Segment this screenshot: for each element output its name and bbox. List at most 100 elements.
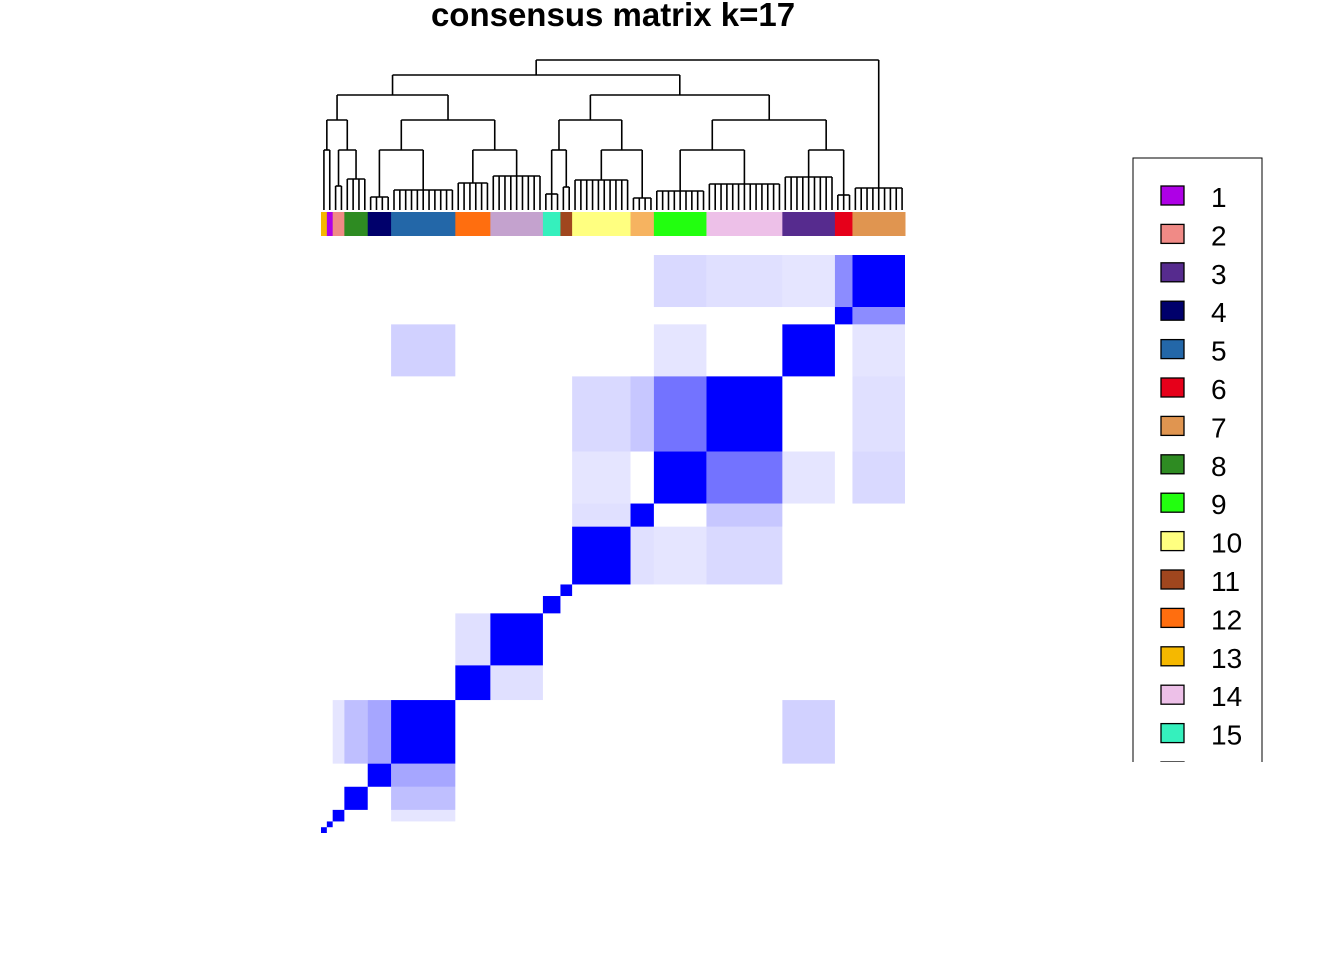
matrix-block-7-6: [852, 307, 905, 325]
annotation-cluster-17: [630, 212, 655, 236]
matrix-block-14-17: [706, 503, 783, 527]
matrix-block-2: [332, 809, 345, 822]
legend-swatch-7: [1160, 415, 1185, 437]
matrix-block-12-16: [455, 613, 491, 666]
matrix-block-17-10: [630, 526, 654, 585]
matrix-block-4: [367, 763, 392, 787]
legend-label-4: 4: [1211, 297, 1227, 328]
annotation-cluster-6: [834, 212, 853, 236]
legend-swatch-1: [1160, 185, 1185, 206]
matrix-block-17-14: [630, 376, 654, 452]
chart-title: consensus matrix k=17: [431, 0, 795, 33]
legend-label-10: 10: [1211, 528, 1242, 559]
legend-label-14: 14: [1211, 681, 1242, 712]
annotation-cluster-8: [344, 212, 369, 236]
legend-swatch-14: [1160, 684, 1185, 705]
matrix-block-17: [630, 503, 654, 527]
legend-label-11: 11: [1211, 566, 1240, 597]
legend-swatch-15: [1160, 722, 1185, 744]
matrix-block-6-7: [834, 255, 853, 308]
legend-label-6: 6: [1211, 374, 1227, 405]
legend-swatch-6: [1160, 377, 1185, 398]
matrix-block-16: [490, 613, 543, 666]
matrix-block-11: [560, 584, 573, 597]
matrix-block-10-14: [572, 376, 631, 452]
matrix-block-5: [391, 700, 456, 764]
matrix-block-5-8: [391, 786, 456, 810]
matrix-block-3-5: [782, 700, 835, 764]
legend-label-7: 7: [1211, 412, 1227, 443]
annotation-cluster-14: [706, 212, 783, 236]
matrix-block-12: [455, 665, 491, 701]
annotation-cluster-11: [560, 212, 573, 236]
legend-label-15: 15: [1211, 720, 1242, 751]
annotation-cluster-4: [367, 212, 392, 236]
matrix-block-7-14: [852, 376, 905, 452]
annotation-cluster-7: [852, 212, 906, 236]
legend-label-3: 3: [1211, 259, 1227, 290]
legend-label-8: 8: [1211, 451, 1227, 482]
matrix-block-1: [326, 821, 333, 828]
matrix-block-8-5: [344, 700, 368, 764]
matrix-block-9-3: [653, 324, 707, 377]
matrix-block-3-9: [782, 451, 835, 504]
matrix-block-14-9: [706, 451, 783, 504]
legend-label-2: 2: [1211, 220, 1227, 251]
matrix-block-16-12: [490, 665, 543, 701]
matrix-block-6: [834, 307, 853, 325]
legend-swatch-9: [1160, 492, 1185, 513]
annotation-cluster-3: [782, 212, 836, 236]
annotation-cluster-9: [653, 212, 707, 236]
matrix-block-8: [344, 786, 368, 810]
matrix-block-15: [542, 596, 561, 614]
annotation-cluster-12: [455, 212, 491, 236]
annotation-cluster-15: [542, 212, 561, 236]
legend-swatch-16: [1160, 761, 1185, 762]
annotation-cluster-16: [490, 212, 544, 236]
annotation-cluster-13: [321, 212, 328, 236]
matrix-block-7-9: [852, 451, 905, 504]
legend-swatch-8: [1160, 454, 1185, 475]
annotation-cluster-10: [572, 212, 632, 236]
matrix-block-5-4: [391, 763, 456, 787]
legend-label-12: 12: [1211, 604, 1242, 635]
dendrogram: [323, 59, 903, 210]
legend-swatch-4: [1160, 300, 1185, 321]
legend-label-16: 16: [1211, 758, 1242, 789]
matrix-block-10: [572, 526, 631, 585]
matrix-block-14-10: [706, 526, 783, 585]
matrix-block-5-3: [391, 324, 456, 377]
matrix-block-10-9: [572, 451, 631, 504]
matrix-block-14-7: [706, 255, 783, 308]
legend-label-9: 9: [1211, 489, 1227, 520]
matrix-block-3: [782, 324, 835, 377]
legend-swatch-2: [1160, 223, 1185, 245]
legend-swatch-13: [1160, 646, 1185, 667]
legend-label-5: 5: [1211, 336, 1227, 367]
legend-label-13: 13: [1211, 643, 1242, 674]
annotation-cluster-2: [332, 212, 345, 236]
legend-swatch-12: [1160, 607, 1185, 629]
matrix-block-2-5: [332, 700, 345, 764]
matrix-block-9: [653, 451, 707, 504]
matrix-block-9-7: [653, 255, 707, 308]
matrix-block-7: [852, 255, 905, 308]
matrix-block-10-17: [572, 503, 631, 527]
cluster-annotation-bar: [321, 212, 906, 236]
matrix-block-14: [706, 376, 783, 452]
matrix-block-4-5: [367, 700, 392, 764]
matrix-block-9-14: [653, 376, 707, 452]
legend-swatch-10: [1160, 530, 1185, 552]
matrix-block-7-3: [852, 324, 905, 377]
consensus-matrix: [321, 255, 905, 833]
legend-box: [1132, 157, 1263, 762]
annotation-cluster-5: [391, 212, 456, 236]
legend-swatch-3: [1160, 262, 1185, 283]
matrix-block-9-10: [653, 526, 707, 585]
legend-label-1: 1: [1211, 182, 1227, 213]
legend-swatch-11: [1160, 569, 1185, 590]
matrix-block-3-7: [782, 255, 835, 308]
annotation-cluster-1: [326, 212, 334, 236]
